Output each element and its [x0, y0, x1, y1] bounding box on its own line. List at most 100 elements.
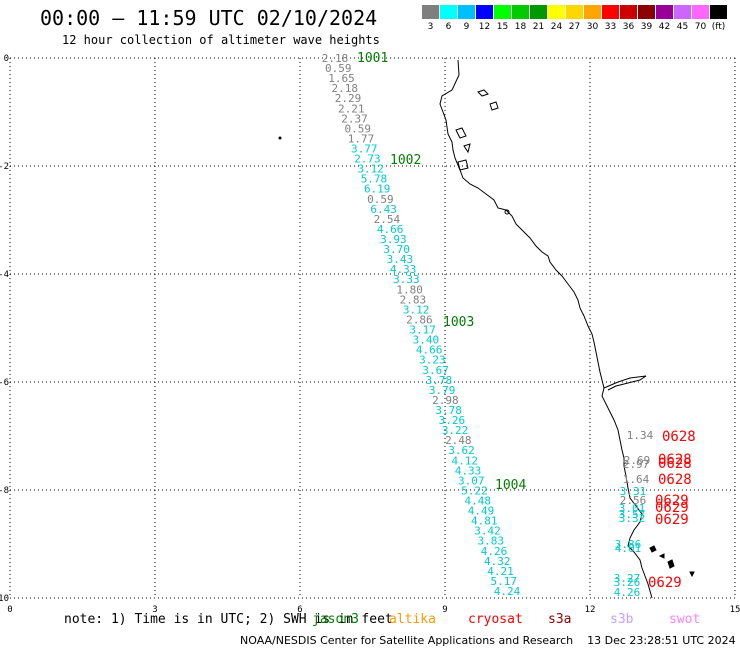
- x-tick-label: 6: [297, 605, 302, 615]
- legend-swatch: [440, 5, 457, 19]
- track-id-label: 1003: [443, 315, 474, 330]
- wave-height-value: 2.98: [432, 394, 459, 407]
- legend-swatch: [530, 5, 547, 19]
- wave-height-value: 2.29: [335, 92, 362, 105]
- wave-height-value: 4.26: [481, 545, 508, 558]
- legend-swatch: [656, 5, 673, 19]
- legend-swatch: [674, 5, 691, 19]
- legend-swatch: [512, 5, 529, 19]
- track-id-label: 1002: [390, 153, 421, 168]
- wave-height-value: 2.48: [445, 434, 472, 447]
- wave-height-value: 1.77: [348, 132, 375, 145]
- legend-swatch: [476, 5, 493, 19]
- legend-label: 27: [568, 22, 581, 32]
- satellite-label-cryosat: cryosat: [468, 612, 523, 627]
- x-tick-label: 9: [442, 605, 447, 615]
- wave-height-value: 0.59: [325, 62, 352, 75]
- wave-height-value: 4.32: [484, 555, 511, 568]
- wave-height-value: 4.66: [377, 223, 404, 236]
- wave-height-value: 4.26: [614, 586, 641, 599]
- y-tick-label: -4: [0, 270, 9, 280]
- wave-height-value: 3.23: [419, 354, 446, 367]
- wave-height-value: 3.83: [478, 535, 505, 548]
- wave-height-value: 3.42: [474, 525, 501, 538]
- track-time-label: 0629: [655, 512, 689, 528]
- wave-height-value: 1.80: [396, 283, 423, 296]
- wave-height-value: 3.33: [393, 273, 420, 286]
- legend-label: 70: [694, 22, 707, 32]
- wave-height-value: 2.18: [331, 82, 358, 95]
- legend-swatch: [548, 5, 565, 19]
- wave-height-value: 4.49: [468, 505, 495, 518]
- legend-label: (ft): [711, 22, 726, 32]
- legend-swatch: [602, 5, 619, 19]
- y-tick-label: 0: [4, 54, 9, 64]
- wave-height-value: 4.48: [465, 494, 492, 507]
- legend-label: 30: [586, 22, 599, 32]
- wave-height-value: 2.56: [620, 494, 647, 507]
- x-tick-label: 15: [730, 605, 740, 615]
- wave-height-value: 4.66: [416, 344, 443, 357]
- x-tick-label: 0: [7, 605, 12, 615]
- y-tick-label: -8: [0, 486, 9, 496]
- wave-height-value: 3.01: [619, 502, 646, 515]
- x-tick-label: 12: [585, 605, 596, 615]
- wave-height-value: 2.86: [406, 313, 433, 326]
- wave-height-value: 3.26: [439, 414, 466, 427]
- wave-height-value: 2.73: [354, 153, 381, 166]
- wave-height-value: 4.12: [452, 454, 479, 467]
- satellite-label-altika: altika: [389, 612, 436, 627]
- satellite-label-s3b: s3b: [610, 612, 634, 627]
- wave-height-value: 3.77: [351, 143, 378, 156]
- legend-label: 36: [622, 22, 635, 32]
- coastline: [439, 59, 653, 599]
- wave-height-value: 5.22: [461, 484, 488, 497]
- legend-label: 12: [478, 22, 491, 32]
- legend-label: 33: [604, 22, 617, 32]
- wave-height-value: 3.79: [429, 384, 456, 397]
- wave-height-value: 3.22: [442, 424, 469, 437]
- wave-height-value: 2.83: [400, 293, 427, 306]
- legend-swatch: [458, 5, 475, 19]
- track-time-label: 0628: [658, 472, 692, 488]
- wave-height-value: 3.67: [422, 364, 449, 377]
- wave-height-value: 3.40: [413, 334, 440, 347]
- wave-height-value: 3.12: [357, 163, 384, 176]
- altimeter-track-main: 2.180.591.652.182.292.212.370.591.773.77…: [322, 52, 521, 598]
- satellite-label-s3a: s3a: [548, 612, 572, 627]
- track-time-label: 0629: [655, 500, 689, 516]
- wave-height-value: 4.33: [455, 464, 482, 477]
- wave-height-value: 3.78: [426, 374, 453, 387]
- wave-height-value: 5.17: [491, 575, 518, 588]
- wave-height-value: 3.31: [620, 485, 647, 498]
- legend-swatch: [494, 5, 511, 19]
- wave-height-value: 3.43: [387, 253, 414, 266]
- track-time-label: 0628: [658, 456, 692, 472]
- wave-height-value: 3.62: [448, 444, 475, 457]
- legend-swatch: [638, 5, 655, 19]
- map-grid: [9, 57, 736, 599]
- wave-height-value: 3.57: [619, 508, 646, 521]
- altimeter-track-coastal: 1.34 2.692.97 1.643.312.563.013.573.32 3.86…: [614, 429, 696, 599]
- wave-height-value: 4.33: [390, 263, 417, 276]
- y-tick-label: -10: [0, 594, 9, 604]
- legend-label: 45: [676, 22, 689, 32]
- wave-height-value: 4.24: [494, 585, 521, 598]
- satellite-label-swot: swot: [669, 612, 701, 627]
- wave-height-value: 3.32: [619, 512, 646, 525]
- wave-height-value: 3.27: [614, 572, 641, 585]
- footer-note: note: 1) Time is in UTC; 2) SWH is in fe…: [64, 612, 393, 627]
- wave-height-value: 3.93: [380, 233, 407, 246]
- legend-label: 42: [658, 22, 671, 32]
- wave-height-value: 1.65: [328, 72, 355, 85]
- wave-height-value: 5.78: [361, 173, 388, 186]
- wave-height-value: 2.21: [338, 102, 365, 115]
- wave-height-value: 1.64: [623, 473, 650, 486]
- wave-height-value: 3.70: [383, 243, 410, 256]
- wave-height-value: 2.69: [624, 454, 651, 467]
- wave-height-value: 0.59: [367, 193, 394, 206]
- wave-height-value: 2.37: [341, 112, 368, 125]
- wave-height-value: 3.07: [458, 474, 485, 487]
- track-time-labels: 1001 1002 1003 1004: [357, 51, 526, 493]
- satellite-label-jason3: jason3: [312, 612, 359, 627]
